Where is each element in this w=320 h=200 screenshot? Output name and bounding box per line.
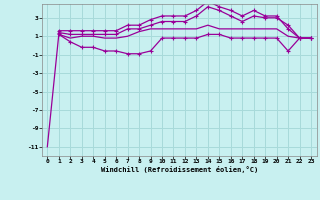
X-axis label: Windchill (Refroidissement éolien,°C): Windchill (Refroidissement éolien,°C) xyxy=(100,166,258,173)
